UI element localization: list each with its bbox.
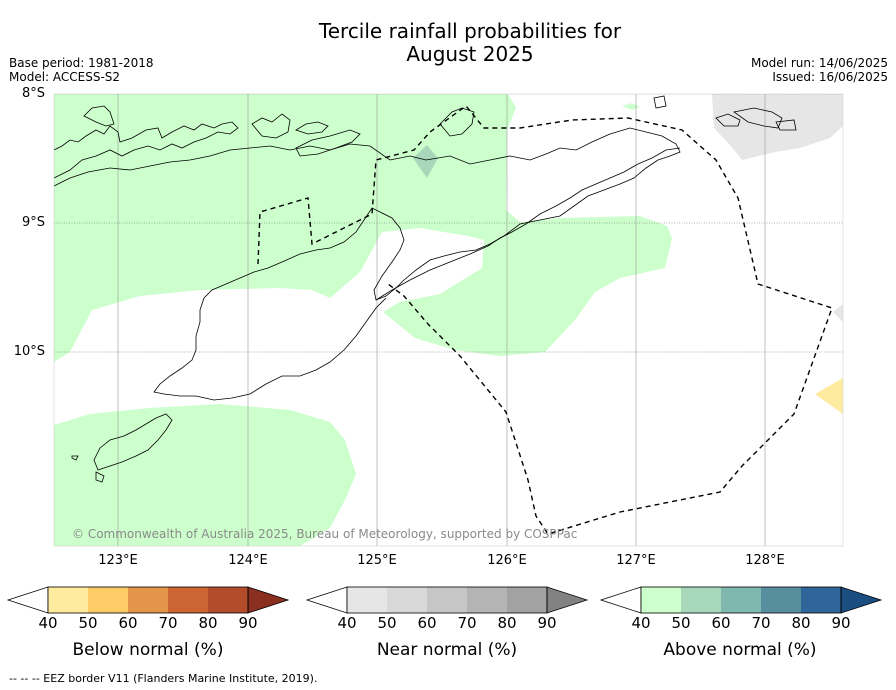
lon-label-128e: 128°E [745,553,785,568]
colorbar-segment [681,587,721,613]
lon-label-126e: 126°E [487,553,527,568]
base-period-text: Base period: 1981-2018 [9,56,154,70]
model-run-text: Model run: 14/06/2025 [750,56,888,70]
map-frame [53,93,844,547]
colorbar-segment [507,587,547,613]
colorbar-segment [641,587,681,613]
colorbar-tick-label: 70 [158,614,178,632]
colorbar-tick-label: 90 [238,614,258,632]
colorbar-tick-label: 80 [791,614,811,632]
colorbar-near-title: Near normal (%) [376,640,518,660]
island-timor-interior [375,147,681,301]
colorbar-frame [640,586,842,614]
meta-left: Base period: 1981-2018 Model: ACCESS-S2 [9,56,154,84]
island-north-fragment-4 [295,129,361,157]
longitude-gridlines [117,94,766,546]
title-line-2: August 2025 [406,42,534,66]
colorbar-segment [168,587,208,613]
colorbar-tick-label: 80 [497,614,517,632]
colorbar-tick-label: 70 [751,614,771,632]
colorbar-tick-label: 40 [337,614,357,632]
island-small-ne [653,95,667,109]
colorbar-segment [208,587,248,613]
colorbar-below-title: Below normal (%) [72,640,224,660]
colorbar-segment [721,587,761,613]
colorbar-segment [761,587,801,613]
colorbar-segment [467,587,507,613]
island-north-fragment-3 [295,121,329,135]
model-text: Model: ACCESS-S2 [9,70,121,84]
island-small-sw [71,455,79,461]
colorbar-tick-label: 80 [198,614,218,632]
island-north-chain [54,121,239,179]
above-normal-patch-small [622,103,640,110]
island-wetar [439,107,475,137]
above-normal-region-north [54,94,672,362]
colorbar-tick-label: 60 [417,614,437,632]
colorbars [6,586,883,614]
lon-label-127e: 127°E [616,553,656,568]
coastlines [54,95,797,483]
colorbar-tick-label: 50 [671,614,691,632]
colorbar-segment [801,587,841,613]
colorbar-tick-label: 60 [711,614,731,632]
colorbar-extend-low [305,586,348,614]
colorbar-tick-label: 40 [38,614,58,632]
colorbar-tick-label: 90 [537,614,557,632]
colorbar-tick-label: 50 [377,614,397,632]
colorbar-extend-low [6,586,49,614]
above-normal-patch-50 [413,145,438,178]
near-normal-patch-east [833,304,843,322]
meta-right: Model run: 14/06/2025 Issued: 16/06/2025 [751,56,888,84]
colorbar-segment [347,587,387,613]
lon-label-125e: 125°E [357,553,397,568]
colorbar-near-normal [305,586,589,614]
colorbar-extend-low [599,586,642,614]
colorbar-segment [128,587,168,613]
colorbar-extend-high [247,586,290,614]
island-babar [715,113,741,127]
island-north-fragment [83,105,115,127]
colorbar-tick-label: 40 [631,614,651,632]
title-line-1: Tercile rainfall probabilities for [318,19,622,43]
colorbar-segment [88,587,128,613]
island-sumba-tail [95,471,105,483]
island-babar-3 [775,119,797,131]
lon-label-124e: 124°E [228,553,268,568]
colorbar-extend-high [840,586,883,614]
near-normal-region [712,94,843,160]
island-babar-2 [733,107,783,129]
colorbar-below-normal [6,586,290,614]
eez-footer-note: -- -- -- EEZ border V11 (Flanders Marine… [9,672,318,685]
lon-label-123e: 123°E [98,553,138,568]
colorbar-segment [427,587,467,613]
lat-label-10s: 10°S [13,344,45,359]
colorbar-tick-label: 60 [118,614,138,632]
island-north-fragment-2 [251,113,291,139]
island-sumba [93,413,173,471]
issued-text: Issued: 16/06/2025 [772,70,888,84]
colorbar-frame [346,586,548,614]
colorbar-segment [387,587,427,613]
latitude-gridlines [54,94,843,353]
colorbar-above-normal [599,586,883,614]
lat-label-8s: 8°S [21,86,45,101]
above-normal-region-south [54,404,356,546]
island-timor-north-coast [54,127,681,401]
map-title: Tercile rainfall probabilities for Augus… [0,20,896,66]
colorbar-frame [47,586,249,614]
colorbar-above-title: Above normal (%) [663,640,817,660]
copyright-text: © Commonwealth of Australia 2025, Bureau… [72,527,578,541]
colorbar-segment [48,587,88,613]
colorbar-tick-label: 90 [831,614,851,632]
colorbar-tick-label: 50 [78,614,98,632]
lat-label-9s: 9°S [21,215,45,230]
below-normal-patch [815,378,843,414]
colorbar-tick-label: 70 [457,614,477,632]
colorbar-extend-high [546,586,589,614]
